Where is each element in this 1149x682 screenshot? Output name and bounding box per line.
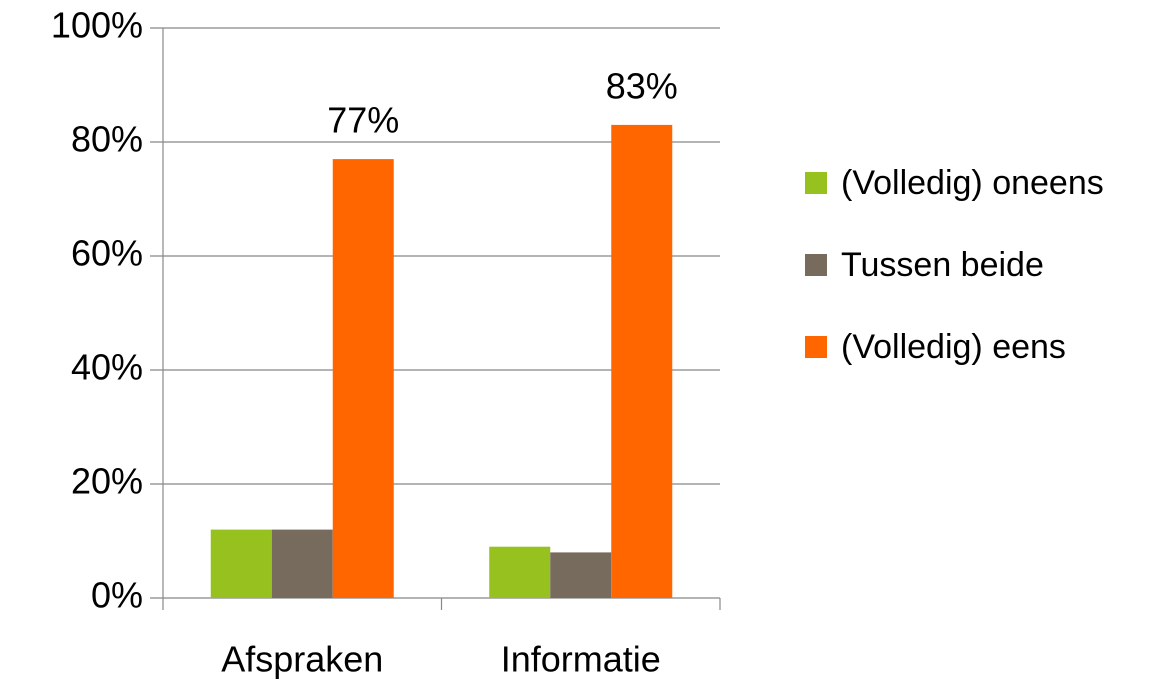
legend-item: Tussen beide — [805, 242, 1145, 288]
y-tick-label: 60% — [71, 233, 143, 274]
bar — [210, 529, 272, 598]
y-tick-label: 0% — [91, 575, 143, 616]
bar — [550, 552, 612, 598]
data-label: 77% — [327, 100, 399, 141]
y-tick-label: 100% — [51, 5, 143, 46]
legend-label: Tussen beide — [841, 246, 1044, 284]
bar — [332, 159, 394, 598]
legend-swatch — [805, 254, 827, 276]
legend-swatch — [805, 172, 827, 194]
bar — [271, 529, 333, 598]
data-label: 83% — [606, 65, 678, 106]
bar — [489, 546, 551, 598]
legend: (Volledig) oneens Tussen beide (Volledig) … — [805, 160, 1145, 406]
legend-label: (Volledig) oneens — [841, 164, 1104, 202]
legend-label: (Volledig) eens — [841, 328, 1066, 366]
x-tick-label: Afspraken — [221, 639, 383, 680]
legend-swatch — [805, 336, 827, 358]
y-tick-label: 80% — [71, 119, 143, 160]
legend-item: (Volledig) oneens — [805, 160, 1145, 206]
bar — [611, 124, 673, 599]
legend-item: (Volledig) eens — [805, 324, 1145, 370]
x-tick-label: Informatie — [501, 639, 661, 680]
y-tick-label: 40% — [71, 347, 143, 388]
y-tick-label: 20% — [71, 461, 143, 502]
